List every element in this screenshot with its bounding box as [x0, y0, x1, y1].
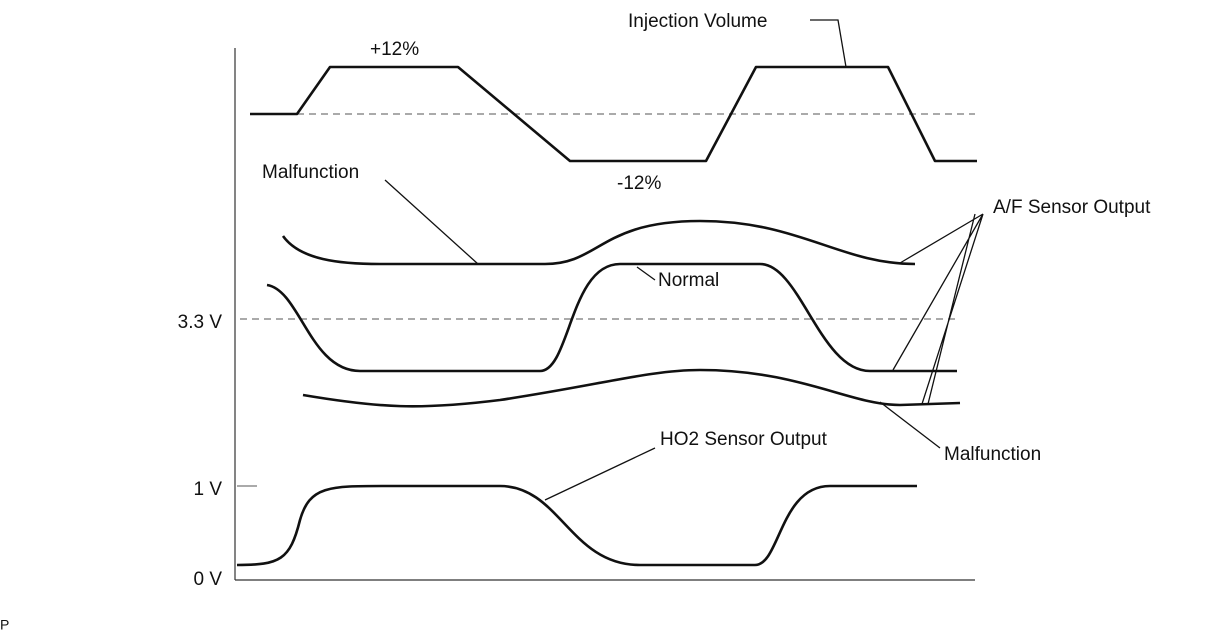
label: HO2 Sensor Output: [660, 429, 828, 450]
leader: [544, 447, 656, 501]
label: P: [0, 617, 9, 633]
axis-label: 0 V: [193, 569, 222, 590]
label: +12%: [370, 39, 419, 60]
malfunction-curve: [302, 368, 961, 408]
label: Malfunction: [262, 162, 359, 183]
axis-label: 3.3 V: [178, 312, 223, 333]
leader: [636, 266, 656, 281]
label: Malfunction: [944, 444, 1041, 465]
injection-curve: [250, 65, 977, 163]
leader: [892, 213, 984, 405]
label: A/F Sensor Output: [993, 197, 1151, 218]
axis-label: 1 V: [193, 479, 222, 500]
leader: [879, 401, 941, 449]
leader: [384, 179, 479, 265]
label: Normal: [658, 270, 719, 291]
malfunction-curve: [281, 219, 916, 266]
normal-curve: [266, 262, 957, 373]
leader: [810, 19, 847, 68]
ho2-curve: [236, 484, 917, 567]
label: -12%: [617, 173, 661, 194]
label: Injection Volume: [628, 11, 767, 32]
